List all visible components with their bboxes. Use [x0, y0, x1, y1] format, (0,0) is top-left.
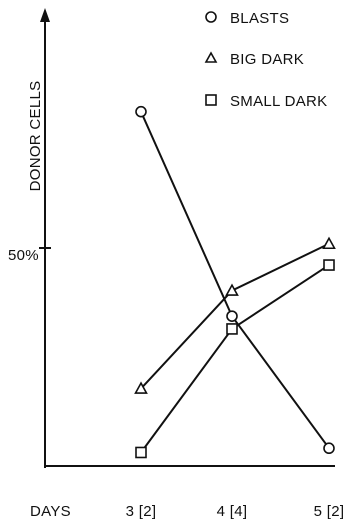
legend: BLASTS BIG DARK SMALL DARK [204, 10, 327, 110]
y-tick-label-50: 50% [8, 247, 39, 264]
y-axis-label: DONOR CELLS [27, 81, 44, 192]
plot-area [134, 105, 336, 459]
legend-label-small-dark: SMALL DARK [230, 93, 327, 110]
data-point-big-dark-1 [134, 381, 148, 394]
y-axis-arrow [40, 8, 50, 22]
data-point-small-dark-3 [323, 259, 335, 271]
legend-square-icon [205, 94, 217, 106]
series-line-blasts [140, 111, 330, 449]
legend-label-big-dark: BIG DARK [230, 51, 304, 68]
data-point-small-dark-2 [226, 323, 238, 335]
data-point-blasts-1 [135, 105, 147, 118]
data-point-small-dark-1 [135, 446, 147, 459]
x-tick-label-day4: 4 [4] [217, 503, 248, 520]
legend-label-blasts: BLASTS [230, 10, 289, 27]
x-axis-label: DAYS [30, 503, 71, 520]
data-point-big-dark-3 [322, 236, 336, 250]
legend-circle-icon [205, 11, 217, 23]
data-point-blasts-2 [226, 310, 238, 322]
x-tick-label-day5: 5 [2] [314, 503, 345, 520]
data-point-big-dark-2 [225, 283, 239, 296]
data-point-blasts-3 [323, 442, 335, 455]
legend-triangle-icon [204, 51, 218, 63]
x-tick-label-day3: 3 [2] [126, 503, 157, 520]
